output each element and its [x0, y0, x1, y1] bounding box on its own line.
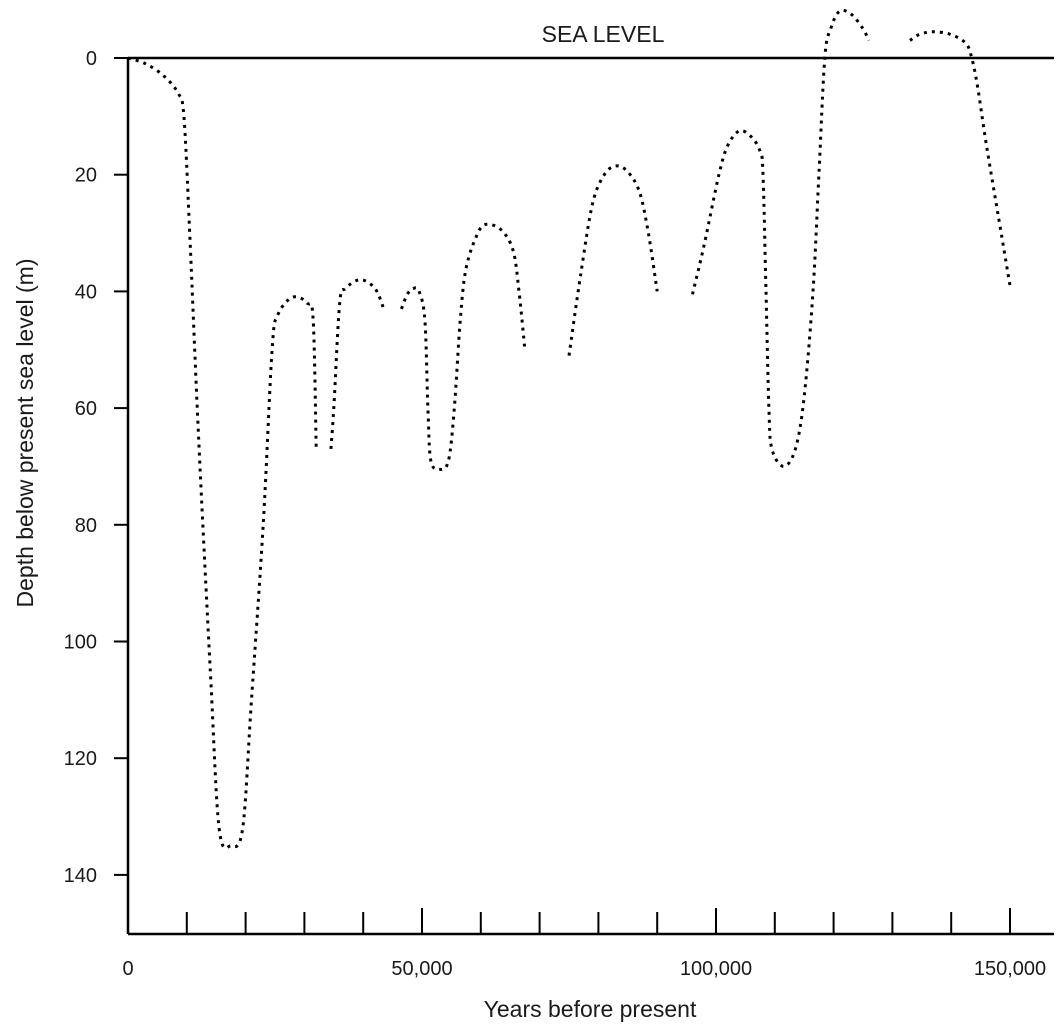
y-axis-title: Depth below present sea level (m): [12, 259, 38, 608]
sea-level-curve-segment: [567, 164, 659, 356]
y-tick-label: 0: [86, 48, 97, 70]
sea-level-curve-segment: [329, 278, 386, 450]
y-tick-label: 80: [75, 515, 97, 537]
tick-labels: 0 20 40 60 80 100 120 140 0 50,000 100,000 150,000: [64, 48, 1047, 980]
x-axis-title: Years before present: [484, 996, 697, 1022]
sea-level-curve-segment: [400, 222, 527, 471]
series-group: [127, 8, 1012, 850]
x-tick-label: 150,000: [974, 958, 1046, 980]
axes: [126, 56, 1054, 936]
sea-level-label: SEA LEVEL: [542, 21, 665, 47]
y-tick-label: 140: [64, 865, 97, 887]
y-tick-label: 60: [75, 398, 97, 420]
ticks: [114, 57, 1011, 934]
y-tick-label: 40: [75, 281, 97, 303]
sea-level-curve-segment: [127, 56, 318, 850]
x-tick-label: 0: [122, 958, 133, 980]
sea-level-curve-segment: [909, 30, 1012, 286]
y-tick-label: 120: [64, 748, 97, 770]
sea-level-curve-segment: [691, 8, 871, 468]
x-tick-label: 50,000: [391, 958, 452, 980]
x-tick-label: 100,000: [680, 958, 752, 980]
y-tick-label: 20: [75, 165, 97, 187]
y-tick-label: 100: [64, 632, 97, 654]
